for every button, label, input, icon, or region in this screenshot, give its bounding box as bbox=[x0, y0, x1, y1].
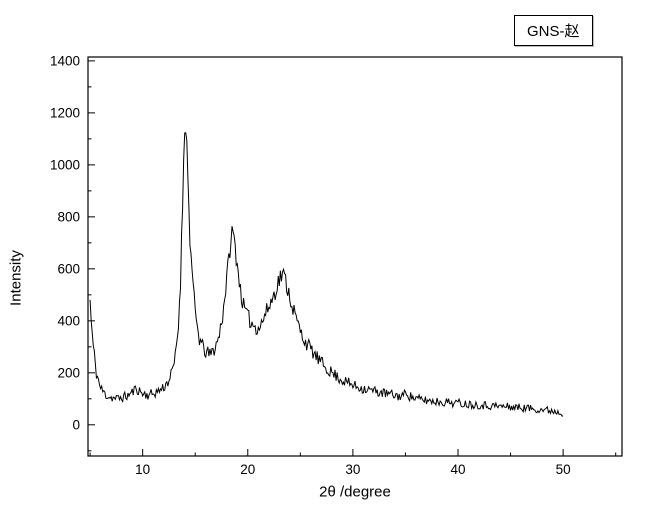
legend-box: GNS-赵 bbox=[514, 15, 593, 46]
y-axis-title: Intensity bbox=[7, 250, 25, 306]
xrd-trace bbox=[89, 132, 564, 417]
legend-label: GNS-赵 bbox=[527, 23, 580, 40]
x-tick-label: 50 bbox=[556, 462, 571, 477]
y-tick-label: 0 bbox=[72, 417, 80, 432]
x-axis-title: 2θ /degree bbox=[319, 483, 391, 501]
axis-tick-labels: 10 20 30 40 50 0 200 400 600 800 1000 1200 1400 bbox=[50, 53, 571, 477]
y-tick-label: 1400 bbox=[50, 53, 80, 68]
y-tick-label: 600 bbox=[57, 261, 80, 276]
plot-frame bbox=[87, 56, 623, 457]
x-tick-label: 10 bbox=[135, 462, 150, 477]
x-tick-label: 40 bbox=[451, 462, 466, 477]
y-tick-label: 200 bbox=[57, 365, 80, 380]
x-tick-label: 20 bbox=[240, 462, 255, 477]
y-tick-label: 1200 bbox=[50, 105, 80, 120]
y-tick-label: 1000 bbox=[50, 157, 80, 172]
x-tick-label: 30 bbox=[345, 462, 360, 477]
y-tick-label: 400 bbox=[57, 313, 80, 328]
y-tick-label: 800 bbox=[57, 209, 80, 224]
